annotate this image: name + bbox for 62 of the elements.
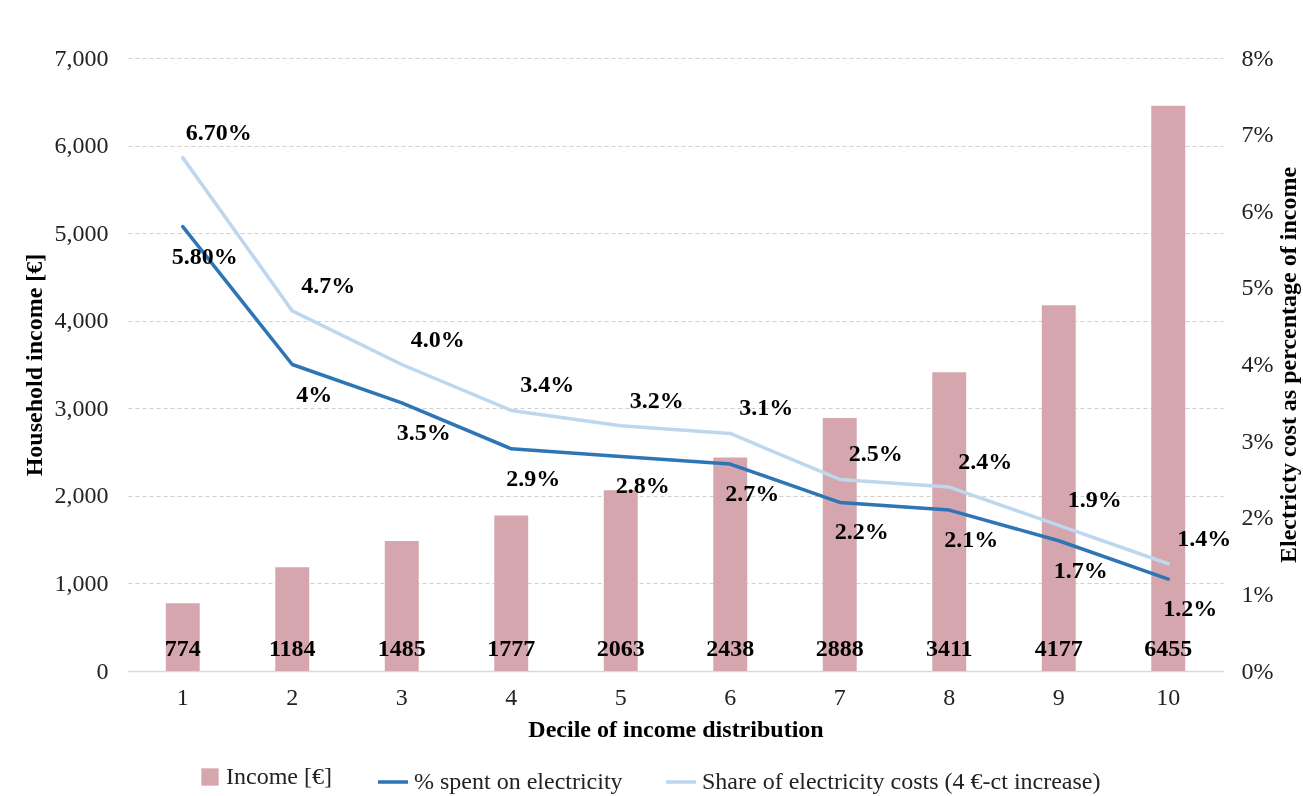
y2-tick-label: 6%: [1241, 197, 1274, 224]
legend-label: % spent on electricity: [414, 768, 623, 794]
data-label: 4177: [1034, 635, 1083, 661]
data-label: 1.4%: [1177, 524, 1232, 551]
data-label: 2438: [706, 635, 755, 661]
x-tick-label: 2: [286, 683, 299, 710]
x-tick-label: 9: [1052, 683, 1065, 710]
data-label: 2.4%: [958, 448, 1013, 475]
y2-tick-label: 1%: [1241, 580, 1274, 607]
data-label: 3411: [925, 635, 973, 661]
data-label: 2.8%: [615, 472, 670, 499]
y2-tick-label: 8%: [1241, 44, 1274, 71]
data-label: 1.9%: [1067, 486, 1122, 513]
y2-tick-label: 4%: [1241, 351, 1274, 377]
x-axis-title: Decile of income distribution: [528, 715, 824, 742]
data-label: 2.1%: [944, 526, 999, 553]
data-label: 6455: [1144, 635, 1193, 661]
data-label: 4%: [296, 380, 333, 407]
data-label: 3.1%: [739, 394, 794, 421]
data-label: 2.7%: [725, 480, 780, 507]
x-tick-label: 5: [614, 683, 627, 710]
data-label: 4.7%: [301, 271, 356, 298]
y2-tick-label: 5%: [1241, 274, 1274, 301]
x-tick-label: 7: [833, 683, 846, 710]
y-tick-label: 2,000: [54, 482, 109, 509]
x-tick-label: 3: [395, 683, 408, 710]
x-tick-label: 1: [176, 683, 189, 710]
x-tick-label: 8: [943, 683, 956, 710]
legend-label: Share of electricity costs (4 €-ct increase): [702, 768, 1101, 794]
x-tick-label: 10: [1156, 683, 1181, 710]
data-label: 774: [164, 635, 201, 661]
data-label: 2.9%: [506, 464, 561, 491]
y-tick-label: 4,000: [54, 307, 109, 334]
data-label: 1184: [268, 635, 316, 661]
data-label: 1485: [377, 635, 426, 661]
x-tick-label: 4: [505, 683, 518, 710]
y2-tick-label: 3%: [1241, 427, 1274, 454]
x-tick-label: 6: [724, 683, 737, 710]
y2-tick-label: 7%: [1241, 121, 1274, 148]
data-label: 2.5%: [848, 440, 903, 467]
y2-tick-label: 2%: [1241, 504, 1274, 531]
y-tick-label: 0: [96, 657, 109, 684]
data-label: 3.4%: [520, 371, 575, 398]
data-label: 1.7%: [1053, 556, 1108, 583]
data-label: 1.2%: [1163, 595, 1218, 622]
y2-tick-label: 0%: [1241, 657, 1274, 684]
data-label: 3.2%: [629, 386, 684, 413]
data-label: 4.0%: [410, 325, 465, 352]
y-tick-label: 1,000: [54, 569, 109, 596]
y-axis-title: Household income [€]: [20, 253, 47, 477]
data-label: 3.5%: [396, 418, 451, 445]
y-tick-label: 7,000: [54, 44, 109, 71]
data-label: 2063: [596, 635, 645, 661]
y-tick-label: 5,000: [54, 219, 109, 246]
legend-label: Income [€]: [226, 763, 332, 789]
y-tick-label: 3,000: [54, 394, 109, 421]
data-label: 1777: [487, 635, 536, 661]
y-tick-label: 6,000: [54, 132, 109, 159]
data-label: 2888: [815, 635, 864, 661]
data-label: 6.70%: [185, 118, 252, 145]
y2-axis-title: Electricty cost as percentage of income: [1275, 166, 1302, 564]
data-label: 2.2%: [834, 518, 889, 545]
